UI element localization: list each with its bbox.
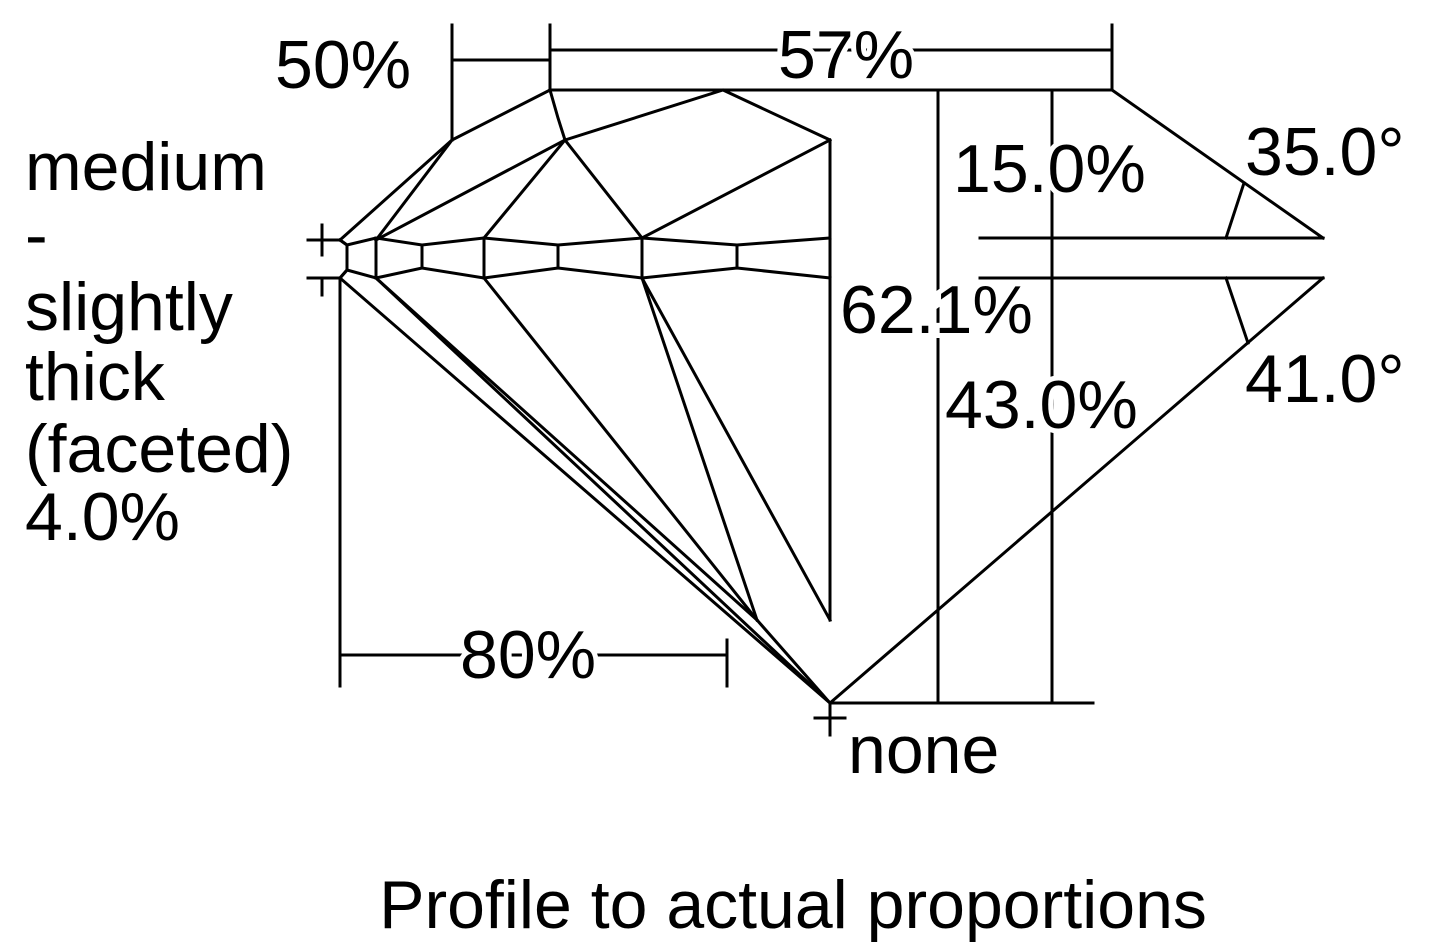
- pavilion-depth-label: 43.0%: [945, 367, 1138, 443]
- crown-facet-line: [639, 137, 833, 241]
- crown-angle-arc: [1224, 181, 1246, 240]
- girdle-label-line: -: [25, 197, 48, 273]
- girdle-label-line: slightly: [25, 269, 233, 345]
- crown-angle-label: 35.0°: [1245, 114, 1405, 190]
- crown-facets: [548, 88, 832, 622]
- girdle-left-tip: [337, 237, 349, 281]
- girdle-bottom: [337, 266, 832, 281]
- crown-facet-line: [481, 137, 568, 241]
- pavilion-facet-line: [373, 275, 760, 623]
- caption: Profile to actual proportions: [379, 867, 1207, 943]
- crown-height-label: 15.0%: [953, 131, 1146, 207]
- pavilion-angle-arc: [1224, 276, 1250, 345]
- girdle-label-line: medium: [25, 129, 267, 205]
- pavilion-edge: [337, 275, 833, 706]
- crown-facet-line: [373, 137, 455, 243]
- star-length-label: 50%: [275, 27, 411, 103]
- pavilion-facet-line: [481, 275, 760, 623]
- pavilion-facet-line: [640, 276, 759, 622]
- lower-half-label: 80%: [460, 617, 596, 693]
- girdle-top: [337, 236, 832, 247]
- crown-angle-edge: [1109, 87, 1326, 241]
- pavilion-facet-line: [754, 617, 833, 706]
- girdle-label-line: thick: [25, 339, 166, 415]
- crown-facet-line: [562, 137, 645, 241]
- dimension-lines: [306, 23, 1114, 737]
- pavilion-facet-line: [639, 275, 833, 623]
- total-depth-label: 62.1%: [840, 272, 1033, 348]
- pavilion-facet-line: [373, 275, 833, 706]
- girdle-label-line: (faceted): [25, 411, 293, 487]
- diamond-outline: [337, 87, 1326, 706]
- girdle-label-line: 4.0%: [25, 479, 180, 555]
- pavilion-angle-label: 41.0°: [1245, 341, 1405, 417]
- crown-edge: [337, 88, 1114, 243]
- labels: 50% 57% 15.0% 35.0° 62.1% 43.0% 41.0° 80…: [25, 12, 1405, 943]
- pavilion-angle-edge: [827, 275, 1326, 706]
- culet-label: none: [848, 712, 999, 788]
- crown-facet-line: [373, 137, 568, 243]
- table-label: 57%: [778, 17, 914, 93]
